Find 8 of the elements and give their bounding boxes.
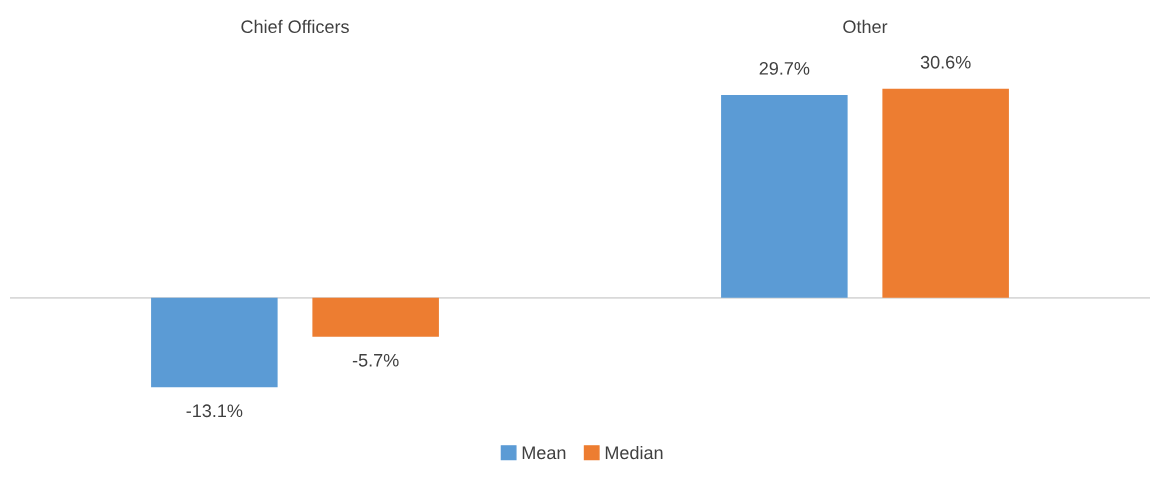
x-tick-label: Other	[843, 19, 888, 34]
data-label: -5.7%	[352, 353, 399, 367]
legend-label: Mean	[522, 446, 566, 460]
data-label: 29.7%	[759, 62, 810, 75]
legend-label: Median	[605, 445, 663, 460]
data-label: 30.6%	[920, 55, 971, 69]
data-label: -13.1%	[186, 404, 243, 418]
x-tick-label: Chief Officers	[241, 19, 349, 34]
